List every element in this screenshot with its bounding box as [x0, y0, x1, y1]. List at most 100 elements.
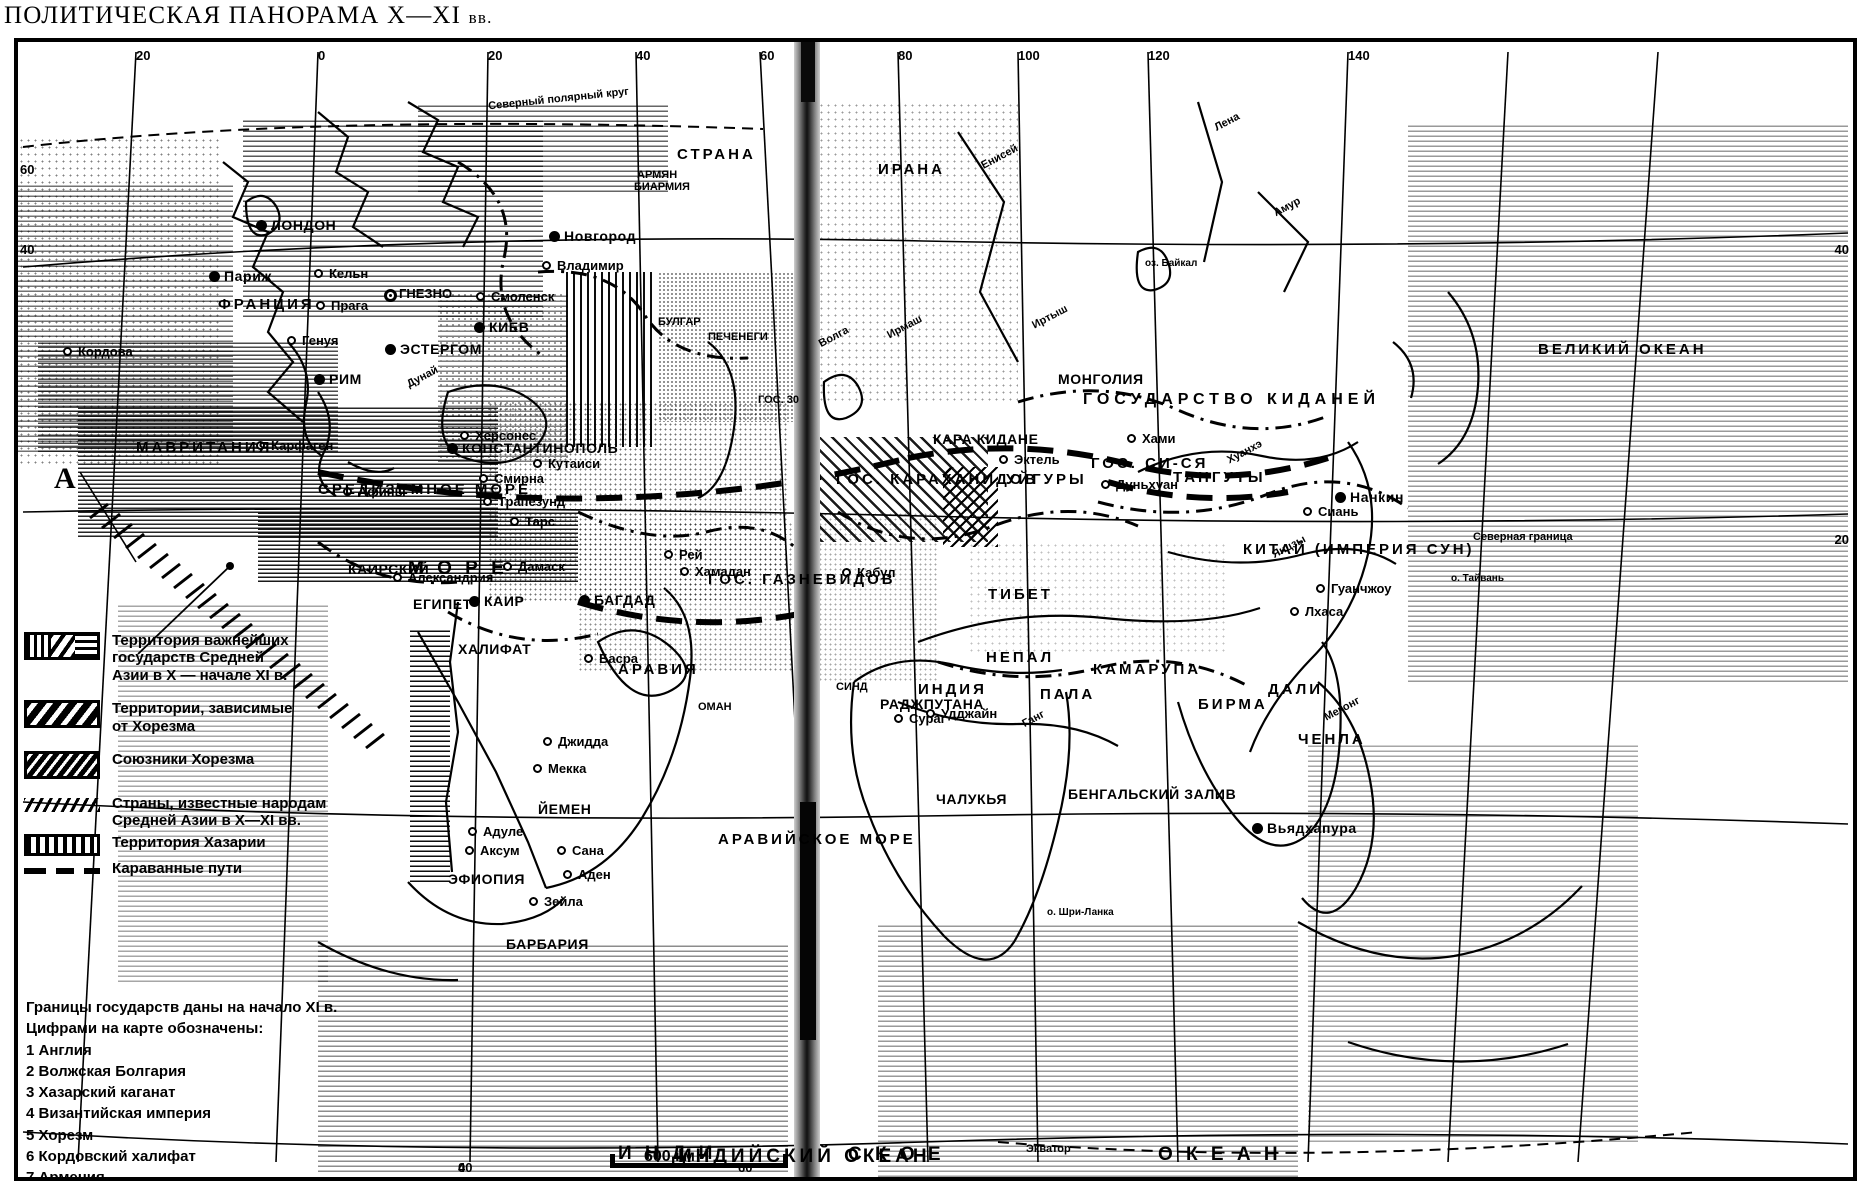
region-label: КАИРСКИЙ [348, 561, 430, 577]
city-symbol [287, 336, 296, 345]
legend-item-1: Территории, зависимые от Хорезма [24, 700, 384, 735]
city-symbol [314, 269, 323, 278]
region-label: АРАВИЙСКОЕ МОРЕ [718, 831, 916, 848]
graticule-label-top: 40 [636, 48, 651, 63]
graticule-label-left: 60 [20, 162, 35, 177]
region-label: РАДЖПУТАНА [880, 696, 985, 712]
region-label: ВЕЛИКИЙ ОКЕАН [1538, 341, 1707, 358]
numbered-key-index: 7 [26, 1169, 39, 1177]
city-label: Аден [578, 867, 611, 882]
city-label: Александрия [408, 570, 494, 585]
graticule-label-top: 100 [1018, 48, 1040, 63]
region-label: СТРАНА [677, 146, 756, 163]
city-symbol [1303, 507, 1312, 516]
city-symbol [63, 347, 72, 356]
page-title: ПОЛИТИЧЕСКАЯ ПАНОРАМА X—XI вв. [4, 2, 493, 30]
region-label: ТИБЕТ [988, 586, 1053, 603]
region-label: ОМАН [698, 701, 732, 713]
numbered-key-name: Англия [38, 1041, 92, 1059]
region-label: ТАНГУТЫ [1173, 469, 1266, 486]
texture-red-sea [410, 627, 450, 882]
city-label: Тарс [525, 514, 556, 529]
city-label: Париж [224, 268, 272, 284]
texture-sahara [118, 602, 328, 982]
numbered-key-item: 3 Хазарский каганат [26, 1082, 337, 1103]
city-symbol [894, 714, 903, 723]
city-symbol [393, 573, 402, 582]
city-symbol [533, 764, 542, 773]
region-label: БУЛГАР [658, 316, 701, 328]
city-symbol [1316, 584, 1325, 593]
city-label: Лхаса [1305, 604, 1344, 619]
city-symbol [579, 595, 590, 606]
city-symbol [314, 374, 325, 385]
city-label: о. Шри-Ланка [1047, 907, 1114, 918]
city-symbol [842, 568, 851, 577]
city-symbol [468, 827, 477, 836]
legend-text-4-line-0: Территория Хазарии [112, 833, 266, 851]
graticule-label-top: 80 [898, 48, 913, 63]
texture-persia [578, 522, 808, 672]
legend-text-4: Территория Хазарии [112, 834, 266, 851]
city-label: Кутаиси [548, 456, 601, 471]
region-label: ПЕЧЕНЕГИ [708, 331, 768, 343]
region-label: НЕПАЛ [986, 649, 1055, 666]
legend-text-1: Территории, зависимые от Хорезма [112, 700, 292, 735]
texture-east-europe [438, 292, 568, 462]
region-label: ИРАНА [878, 161, 945, 178]
legend-item-3: Страны, известные народам Средней Азии в… [24, 795, 384, 830]
map-notes: Границы государств даны на начало XI в. … [26, 997, 337, 1177]
numbered-key-item: 1 Англия [26, 1040, 337, 1061]
region-label: БИРМА [1198, 696, 1268, 713]
region-label: БАРБАРИЯ [506, 936, 589, 952]
region-label: ЭФИОПИЯ [448, 871, 526, 887]
scale-bar-label: 600 км [644, 1148, 695, 1165]
city-symbol [460, 431, 469, 440]
scale-bar-graphic [610, 1152, 788, 1168]
legend-text-2-line-0: Союзники Хорезма [112, 750, 255, 768]
city-label: Джидда [558, 734, 609, 749]
region-label: ИНДИЙСКИЙ ОКЕАН [678, 1146, 931, 1167]
numbered-key-name: Кордовский халифат [38, 1148, 196, 1166]
city-label: о. Тайвань [1451, 573, 1504, 584]
city-label: Кабул [857, 565, 896, 580]
region-label: ГОСУДАРСТВО КИДАНЕЙ [1083, 391, 1380, 408]
city-label: Херсонес [475, 428, 537, 443]
legend-swatch-slanted-lines [24, 797, 100, 812]
city-symbol [563, 870, 572, 879]
numbered-key-name: Волжская Болгария [38, 1062, 187, 1080]
city-symbol [476, 292, 485, 301]
legend-swatch-diagonal-wide [24, 700, 100, 729]
city-label: Хамадан [695, 564, 751, 579]
legend-item-0: Территория важнейших государств Средней … [24, 632, 384, 684]
texture-scandinavia [418, 102, 668, 192]
legend-text-0-line-2: Азии в X — начале XI в. [112, 666, 288, 684]
map-legend: Территория важнейших государств Средней … [24, 632, 384, 894]
numbered-key-item: 4 Византийская империя [26, 1103, 337, 1124]
legend-text-0-line-1: государств Средней [112, 649, 264, 667]
legend-item-4: Территория Хазарии [24, 833, 384, 856]
city-symbol [1252, 823, 1263, 834]
legend-swatch-mixed-hatch [24, 632, 100, 660]
texture-north-africa [38, 342, 338, 452]
equator-label: Экватор [1026, 1143, 1071, 1155]
map-linework [22, 51, 1849, 1163]
region-label: ФРАНЦИЯ [218, 296, 315, 313]
region-label: ЙЕМЕН [538, 801, 592, 817]
numbered-key-list: 1 Англия 2 Волжская Болгария 3 Хазарский к… [26, 1040, 337, 1177]
city-symbol [557, 846, 566, 855]
region-label: МОНГОЛИЯ [1058, 371, 1144, 387]
graticule-label-top: 20 [136, 48, 151, 63]
region-label: ГОС. 30 [758, 394, 799, 406]
city-label: Кельн [329, 266, 369, 281]
legend-swatch-diagonal-fine [24, 750, 100, 779]
numbered-key-index: 3 [26, 1084, 39, 1102]
graticule-label-top: 140 [1348, 48, 1370, 63]
region-label: Северная граница [1473, 531, 1573, 543]
city-label: Мекка [548, 761, 587, 776]
texture-tibet-plateau [968, 542, 1228, 652]
plate-marker-letter: A [54, 462, 76, 495]
city-label: Сиань [1318, 504, 1359, 519]
city-symbol [465, 846, 474, 855]
